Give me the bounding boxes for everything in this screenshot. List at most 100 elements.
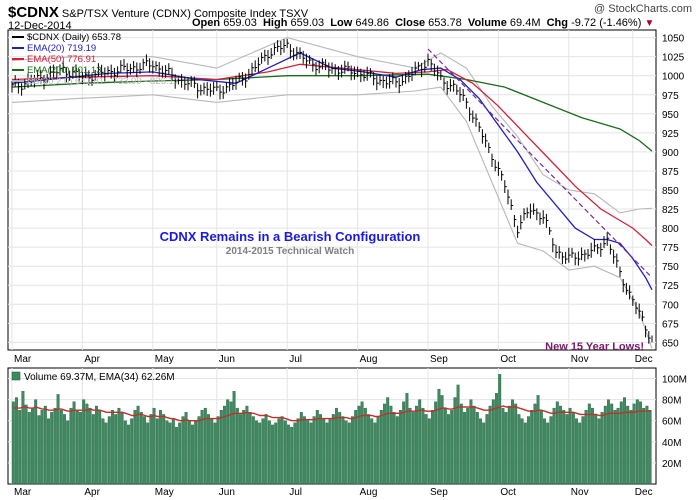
volume-bar (27, 412, 31, 485)
low-label: Low (330, 17, 353, 29)
trendline (427, 48, 653, 279)
volume-bar (645, 405, 649, 485)
index-name: S&P/TSX Venture (CDNX) Composite Index T… (61, 8, 309, 20)
brand-watermark: @ StockCharts.com (594, 3, 692, 15)
volume-bar (463, 412, 466, 485)
volume-bar (578, 422, 582, 485)
volume-bar (325, 422, 329, 485)
price-tick-label: 750 (662, 262, 679, 273)
bb-lower-line (11, 86, 653, 349)
volume-bar (232, 391, 236, 485)
volume-bar (379, 410, 383, 485)
volume-bar (242, 410, 246, 485)
volume-bar (447, 414, 450, 485)
volume-bar (373, 422, 377, 485)
volume-bar (331, 414, 335, 485)
volume-bar (507, 405, 511, 485)
volume-bar (357, 405, 361, 485)
volume-bar (296, 418, 300, 485)
volume-bar (79, 412, 82, 485)
volume-bar (104, 422, 108, 485)
bollinger-bands (11, 37, 653, 349)
volume-bar (642, 407, 646, 485)
volume-bar (306, 420, 310, 485)
volume-bar (514, 403, 518, 485)
volume-bar (603, 405, 607, 485)
volume-bar (347, 422, 351, 485)
volume-bar (363, 407, 367, 485)
volume-bar (56, 394, 60, 485)
volume-bar (95, 405, 98, 485)
volume-bar (546, 422, 550, 485)
volume-tick-label: 100M (662, 375, 687, 386)
volume-bar (207, 414, 210, 485)
volume-bar (287, 424, 290, 485)
volume-bar (123, 420, 127, 485)
volume-bar (370, 418, 374, 485)
volume-bar (501, 407, 505, 485)
volume-bar (114, 414, 118, 485)
volume-bar (383, 403, 386, 485)
low-value: 649.86 (355, 17, 389, 29)
volume-bar (216, 416, 220, 485)
volume-bar (127, 424, 130, 485)
price-tick-label: 1050 (662, 34, 685, 45)
price-tick-label: 825 (662, 205, 679, 216)
volume-bar (267, 420, 271, 485)
price-tick-label: 950 (662, 110, 679, 121)
volume-bar (511, 399, 514, 485)
chart-date: 12-Dec-2014 (8, 20, 72, 32)
volume-bar (555, 401, 559, 485)
volume-bar (107, 416, 111, 485)
volume-bar (549, 416, 553, 485)
volume-bar (63, 414, 66, 485)
volume-bar (130, 418, 134, 485)
price-tick-label: 1000 (662, 72, 685, 83)
volume-bar (639, 401, 642, 485)
volume-ema34-line (13, 405, 651, 422)
price-tick-label: 925 (662, 129, 679, 140)
month-label: Sep (430, 354, 448, 365)
volume-legend-label: Volume 69.37M, EMA(34) 62.26M (24, 372, 175, 383)
volume-bar (159, 410, 162, 485)
volume-bar (632, 403, 636, 485)
volume-bar (539, 410, 543, 485)
volume-bar (552, 407, 556, 485)
volume-bar (43, 405, 47, 485)
volume-bar (543, 418, 546, 485)
volume-tick-label: 80M (662, 396, 681, 407)
volume-bar (453, 397, 457, 485)
volume-bar (472, 405, 476, 485)
volume-bar (479, 418, 482, 485)
volume-bar (200, 410, 204, 485)
legend-label: EMA(50) 776.91 (27, 54, 96, 65)
volume-y-axis: 20M 40M 60M 80M 100M (662, 375, 687, 470)
volume-bar (587, 403, 591, 485)
volume-bar (139, 412, 143, 485)
volume-bar (581, 416, 585, 485)
down-arrow-icon: ▼ (644, 18, 655, 29)
volume-bar (194, 420, 198, 485)
volume-bar (626, 405, 630, 485)
volume-bar (21, 391, 25, 485)
volume-bar (143, 416, 146, 485)
volume-bar (312, 416, 316, 485)
month-label: May (155, 487, 174, 498)
volume-bar (155, 418, 159, 485)
legend-label: EMA(20) 719.19 (27, 43, 96, 54)
volume-bar (367, 414, 370, 485)
chg-value: -9.72 (-1.46%) (571, 17, 642, 29)
chart-header: $CDNX S&P/TSX Venture (CDNX) Composite I… (8, 4, 308, 21)
volume-bar (245, 405, 249, 485)
chart-subtitle: 2014-2015 Technical Watch (226, 246, 354, 257)
price-tick-label: 700 (662, 300, 679, 311)
chart-title: CDNX Remains in a Bearish Configuration (160, 229, 421, 244)
volume-bar (213, 422, 217, 485)
bb-upper-line (11, 37, 653, 214)
volume-bar (415, 405, 418, 485)
volume-bar (136, 405, 140, 485)
volume-bar (283, 420, 287, 485)
volume-bar (427, 418, 431, 485)
volume-bar (635, 399, 639, 485)
